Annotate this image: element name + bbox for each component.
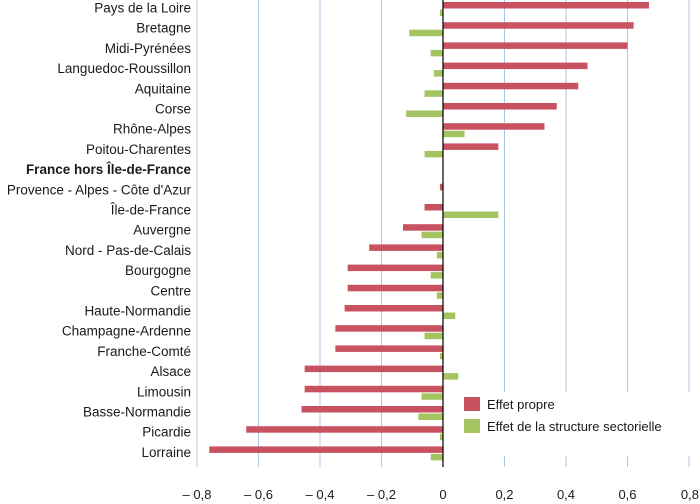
legend-swatch [464,419,480,433]
category-label: Pays de la Loire [94,1,191,16]
category-label: Limousin [137,384,191,399]
legend-swatch [464,397,480,411]
bar-effet-structure [430,49,443,57]
category-label: Champagne-Ardenne [62,324,191,339]
bar-effet-structure [436,251,443,259]
category-label: Languedoc-Roussillon [57,61,191,76]
bar-effet-propre [403,224,443,231]
category-label: Corse [155,102,191,117]
category-label: Rhône-Alpes [113,122,191,137]
category-label: Centre [150,283,191,298]
bar-effet-structure [436,292,443,299]
bar-effet-propre [443,22,634,29]
bar-effet-propre [304,365,443,373]
bar-effet-propre [301,406,443,413]
category-label: Nord - Pas-de-Calais [65,243,191,258]
bar-effet-propre [443,143,499,150]
x-tick-label: – 0,4 [306,487,335,502]
bar-effet-structure [424,332,443,340]
bar-effet-propre [443,2,650,9]
x-tick-label: 0 [439,487,446,502]
x-tick-label: – 0,2 [367,487,396,502]
category-label: Franche-Comté [97,344,191,359]
bar-effet-structure [424,150,443,158]
bar-effet-propre [424,204,443,211]
bar-effet-structure [406,110,443,117]
bar-effet-structure [443,211,499,218]
bar-effet-structure [433,70,443,77]
bar-effet-propre [209,446,443,453]
category-label: Bourgogne [125,263,191,278]
x-tick-label: 0,8 [681,487,699,502]
bar-effet-propre [443,62,588,70]
bar-effet-propre [246,426,443,433]
category-label: Île-de-France [110,203,191,218]
bar-effet-propre [304,385,443,393]
legend-label: Effet propre [487,397,555,412]
x-tick-label: – 0,6 [244,487,273,502]
bar-effet-propre [369,244,443,251]
bar-effet-propre [347,284,443,292]
legend [456,392,690,456]
category-label: Basse-Normandie [83,405,191,420]
bar-effet-structure [418,413,443,420]
bar-effet-structure [443,130,465,138]
bar-effet-structure [439,352,443,360]
category-label: Provence - Alpes - Côte d'Azur [7,182,192,197]
category-label: Poitou-Charentes [86,142,191,157]
bar-effet-structure [424,90,443,97]
category-label: Picardie [142,425,191,440]
category-label: Alsace [150,364,191,379]
bar-effet-structure [443,312,456,319]
category-label: Auvergne [133,223,191,238]
bar-effet-structure [443,373,459,380]
category-label: Haute-Normandie [84,304,191,319]
category-label: Midi-Pyrénées [105,41,192,56]
bar-effet-structure [439,433,443,441]
bar-effet-propre [443,42,628,49]
category-label: Bretagne [136,21,191,36]
x-tick-label: 0,4 [557,487,575,502]
bar-effet-structure [430,272,443,279]
bar-effet-structure [421,231,443,239]
bar-effet-structure [421,393,443,400]
bar-effet-propre [443,123,545,130]
bar-effet-propre [347,264,443,272]
category-label: Aquitaine [135,81,191,96]
bar-effet-structure [409,29,443,37]
bar-effet-propre [443,82,579,90]
category-label: France hors Île-de-France [26,162,192,177]
bar-effet-structure [430,453,443,461]
legend-label: Effet de la structure sectorielle [487,419,662,434]
bar-effet-propre [443,103,557,110]
category-label: Lorraine [141,445,191,460]
x-tick-label: – 0,8 [183,487,212,502]
x-tick-label: 0,2 [495,487,513,502]
bar-effet-propre [439,183,443,191]
bar-effet-structure [439,9,443,16]
bar-effet-propre [344,305,443,312]
bar-effet-propre [335,325,443,332]
bar-effet-propre [335,345,443,352]
x-tick-label: 0,6 [618,487,636,502]
